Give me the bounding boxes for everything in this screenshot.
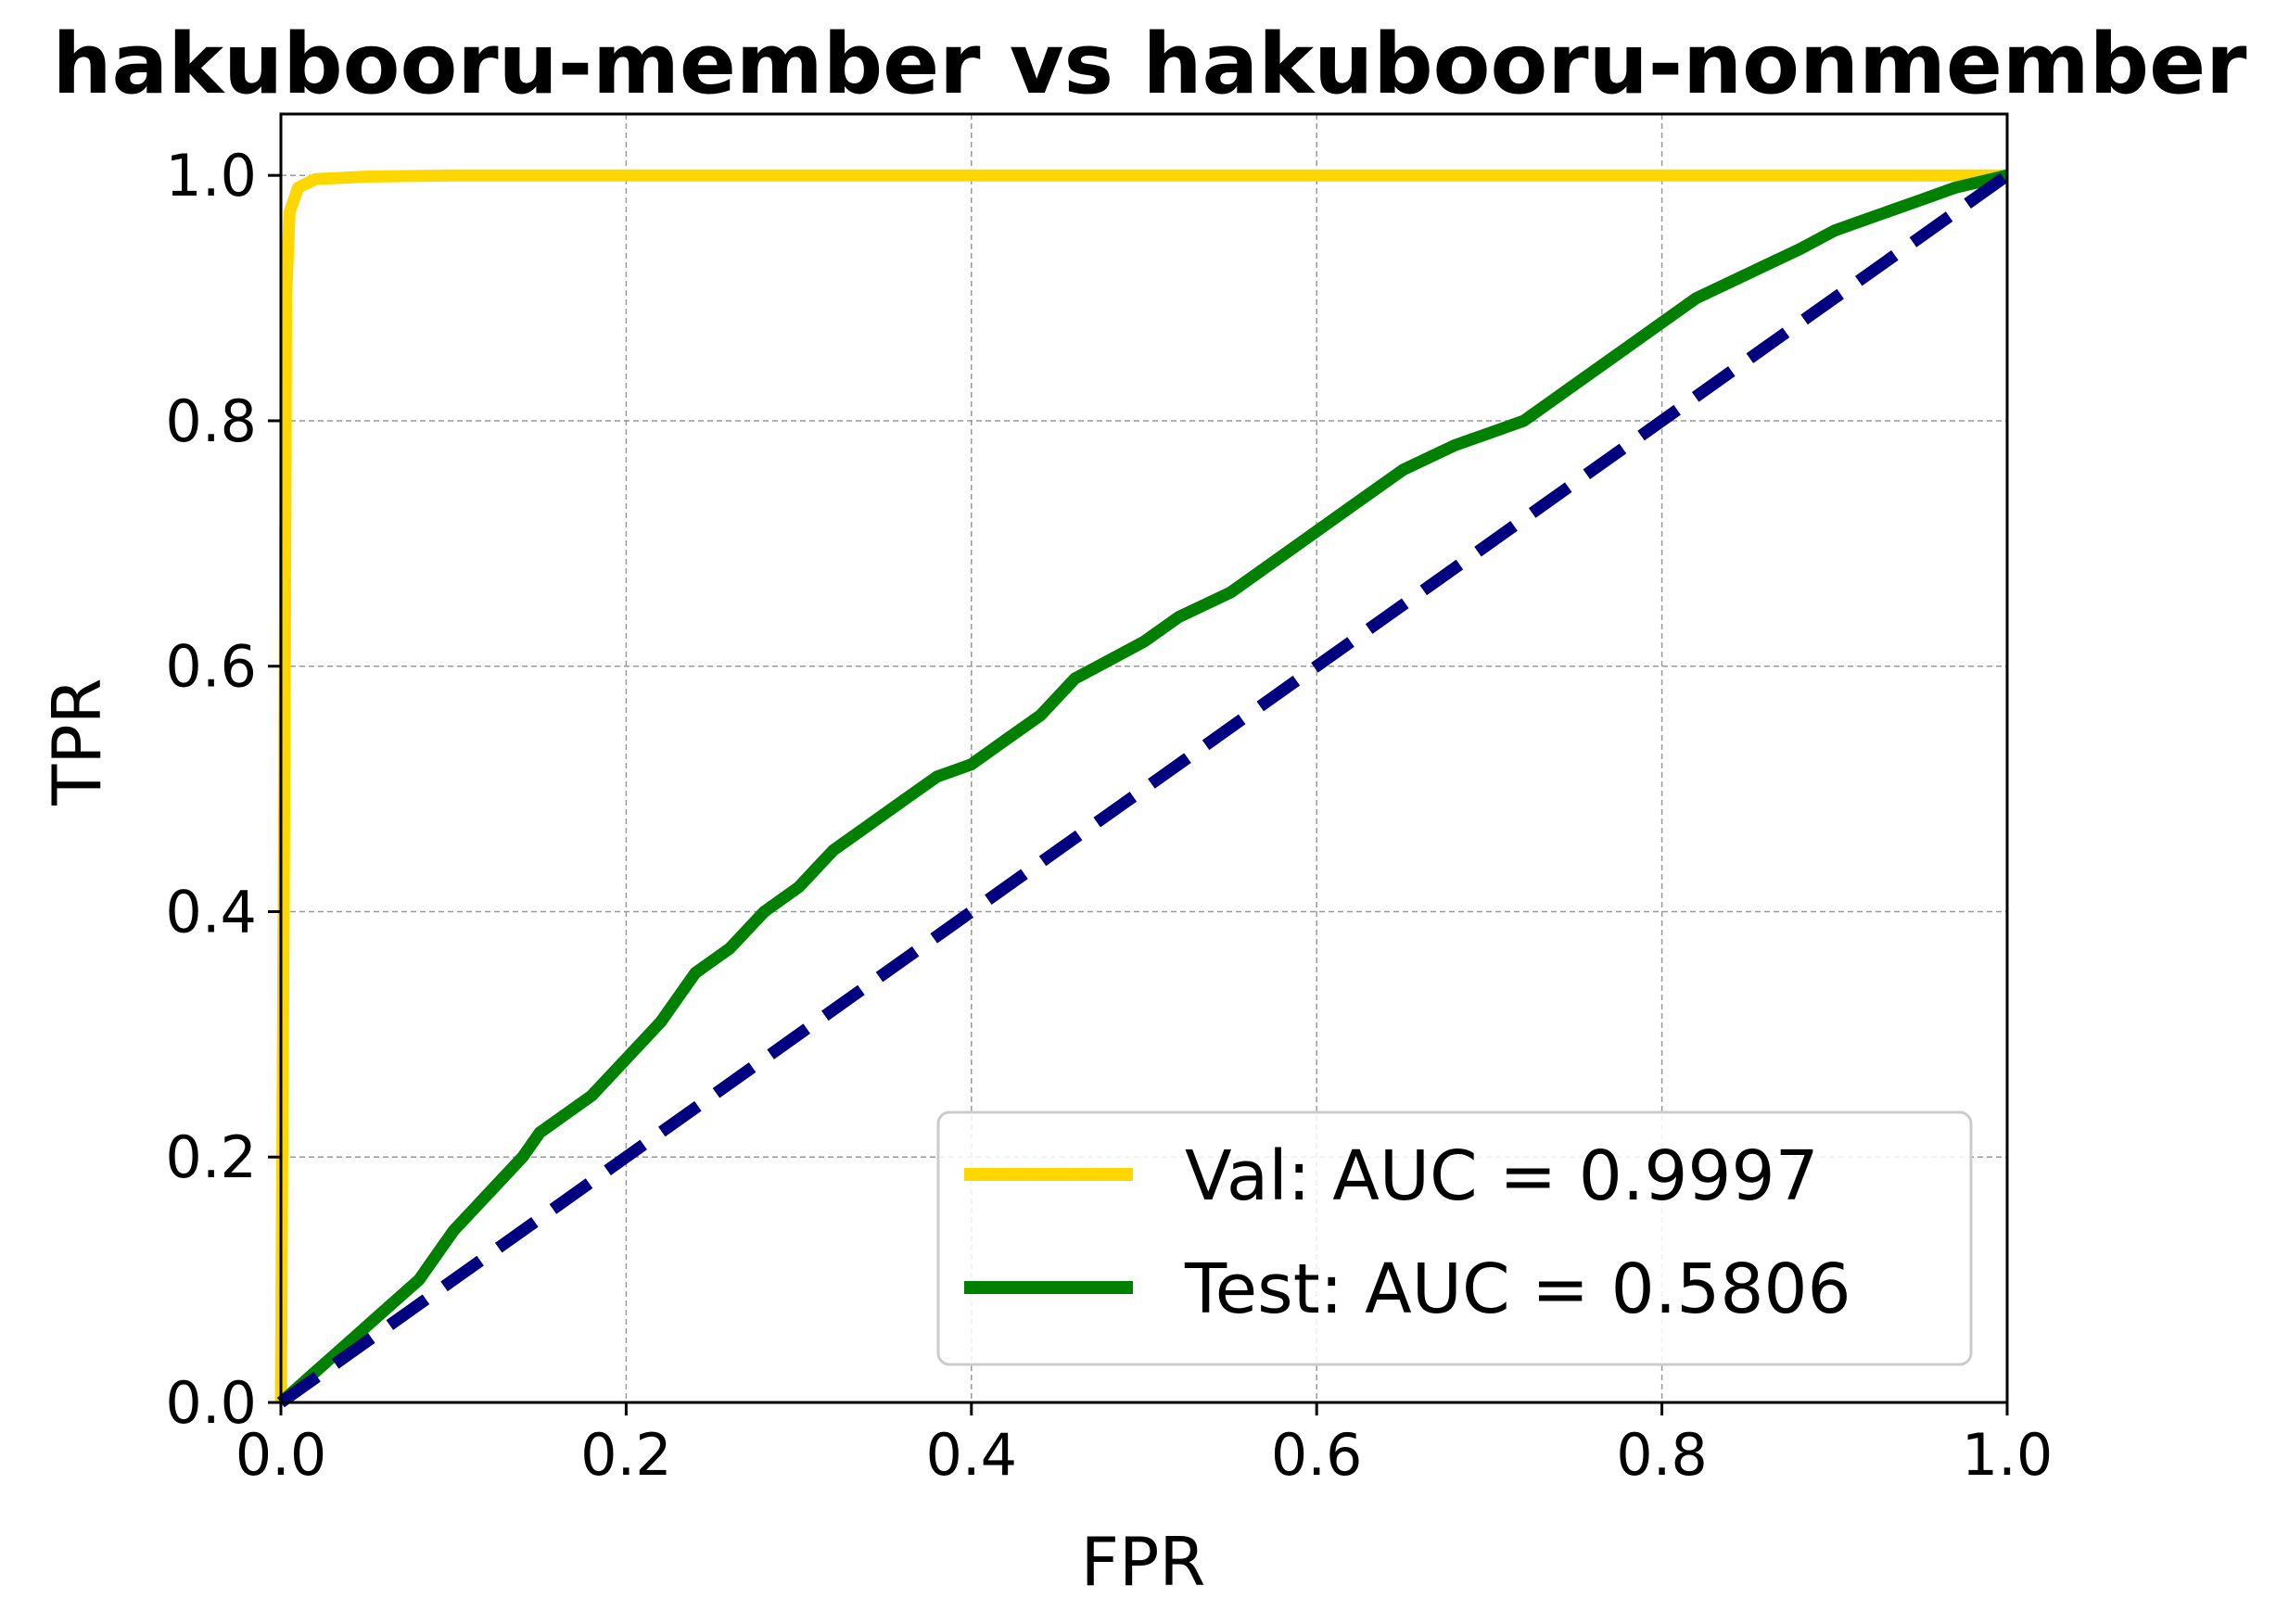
y-tick-label-3: 0.6: [165, 633, 257, 701]
x-axis-label: FPR: [1081, 1523, 1206, 1601]
x-tick-label-3: 0.6: [1271, 1421, 1363, 1489]
plot-frame: [279, 112, 2009, 1404]
x-tick-label-5: 1.0: [1962, 1421, 2054, 1489]
chart-title: hakubooru-member vs hakubooru-nonmember: [52, 16, 2247, 113]
random-baseline: [277, 170, 2011, 1408]
legend-label-val: Val: AUC = 0.9997: [1185, 1136, 1819, 1216]
y-tick-label-0: 0.0: [165, 1369, 257, 1437]
val-roc-curve: [274, 169, 2007, 1403]
y-tick-label-5: 1.0: [165, 142, 257, 209]
x-tick-label-4: 0.8: [1616, 1421, 1708, 1489]
legend-frame: [936, 1110, 1973, 1366]
axis-ticks: 0.0 0.2 0.4 0.6 0.8 1.0 0.0 0.2 0.4 0.6 0.8 1.0: [165, 142, 2053, 1489]
x-tick-label-0: 0.0: [235, 1421, 327, 1489]
legend-label-test: Test: AUC = 0.5806: [1184, 1250, 1851, 1329]
x-tick-label-2: 0.4: [925, 1421, 1017, 1489]
x-tick-label-1: 0.2: [580, 1421, 672, 1489]
y-tick-label-2: 0.4: [165, 878, 257, 945]
y-axis-label: TPR: [38, 678, 116, 806]
y-tick-label-4: 0.8: [165, 387, 257, 455]
y-tick-label-1: 0.2: [165, 1123, 257, 1191]
legend: Val: AUC = 0.9997 Test: AUC = 0.5806: [936, 1110, 1973, 1366]
series-layer: [274, 169, 2011, 1408]
test-roc-curve: [276, 169, 2009, 1407]
